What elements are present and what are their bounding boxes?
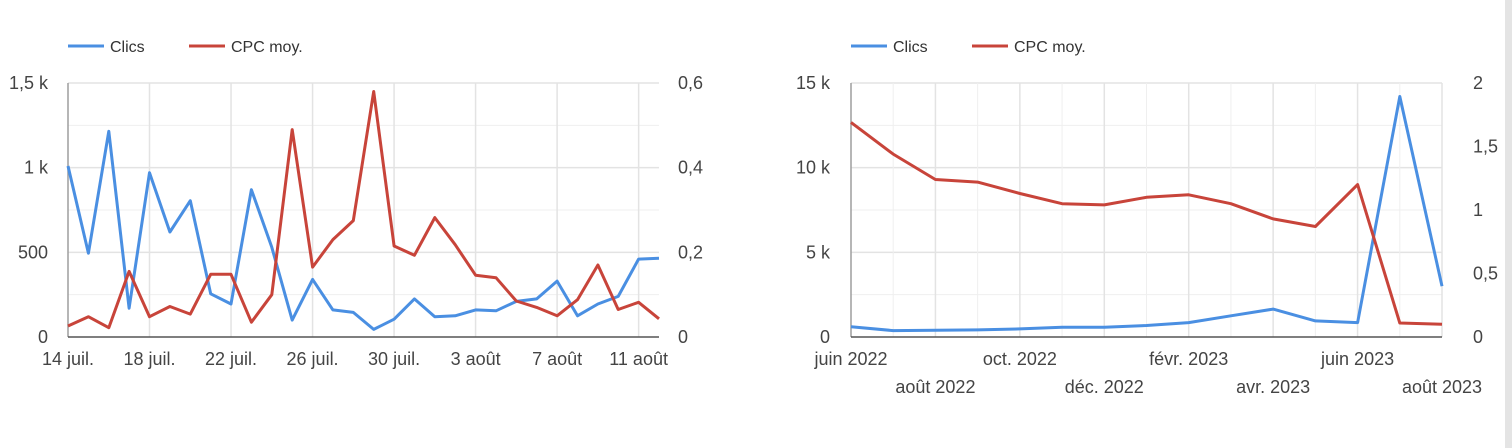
series-line-clics	[850, 95, 1444, 333]
x-tick-label: août 2023	[1402, 377, 1482, 397]
y-left-tick-label: 1 k	[24, 158, 49, 178]
x-tick-label: 14 juil.	[42, 349, 94, 369]
x-tick-label: oct. 2022	[983, 349, 1057, 369]
y-right-tick-label: 0	[1473, 327, 1483, 347]
gridlines	[851, 82, 1443, 337]
legend: Clics CPC moy.	[68, 39, 303, 56]
y-left-tick-label: 10 k	[796, 158, 831, 178]
y-left-tick-label: 0	[820, 327, 830, 347]
legend-label: CPC moy.	[231, 39, 303, 56]
x-tick-label: juin 2022	[813, 349, 887, 369]
x-tick-label: 18 juil.	[124, 349, 176, 369]
y-left-tick-label: 5 k	[806, 242, 831, 262]
y-right-tick-label: 1	[1473, 200, 1483, 220]
y-right-tick-label: 0,6	[678, 73, 703, 93]
x-tick-label: 3 août	[451, 349, 501, 369]
legend-item: Clics	[68, 39, 145, 56]
y-left-tick-label: 500	[18, 242, 48, 262]
x-tick-label: 7 août	[532, 349, 582, 369]
gridlines	[68, 82, 659, 337]
y-left-tick-label: 0	[38, 327, 48, 347]
y-right-tick-label: 0,5	[1473, 264, 1498, 284]
x-tick-label: 11 août	[609, 349, 668, 369]
x-tick-label: avr. 2023	[1236, 377, 1310, 397]
x-tick-label: août 2022	[895, 377, 975, 397]
chart-2: Clics CPC moy. 0 5 k 10 k 15 k 0 0,5 1 1,5 2 juin 2…	[796, 39, 1498, 397]
series-line-clics	[66, 129, 660, 331]
legend-label: Clics	[110, 39, 145, 56]
legend-item: CPC moy.	[189, 39, 303, 56]
series-line-cpc	[67, 90, 660, 330]
x-tick-label: 22 juil.	[205, 349, 257, 369]
y-right-tick-label: 0	[678, 327, 688, 347]
legend-item: Clics	[851, 39, 928, 56]
x-tick-label: juin 2023	[1320, 349, 1394, 369]
chart-1: Clics CPC moy. 0 500 1 k 1,5 k 0 0,2 0,4 0,6 14 ju…	[9, 39, 703, 369]
series-line-cpc	[850, 121, 1443, 326]
x-tick-label: févr. 2023	[1149, 349, 1228, 369]
x-tick-label: 30 juil.	[368, 349, 420, 369]
x-tick-label: 26 juil.	[287, 349, 339, 369]
y-right-tick-label: 0,4	[678, 158, 703, 178]
y-right-tick-label: 0,2	[678, 242, 703, 262]
x-tick-label: déc. 2022	[1065, 377, 1144, 397]
legend: Clics CPC moy.	[851, 39, 1086, 56]
y-left-tick-label: 15 k	[796, 73, 831, 93]
legend-item: CPC moy.	[972, 39, 1086, 56]
y-left-tick-label: 1,5 k	[9, 73, 49, 93]
legend-label: Clics	[893, 39, 928, 56]
window-edge	[1505, 0, 1512, 448]
y-right-tick-label: 1,5	[1473, 137, 1498, 157]
y-right-tick-label: 2	[1473, 73, 1483, 93]
legend-label: CPC moy.	[1014, 39, 1086, 56]
